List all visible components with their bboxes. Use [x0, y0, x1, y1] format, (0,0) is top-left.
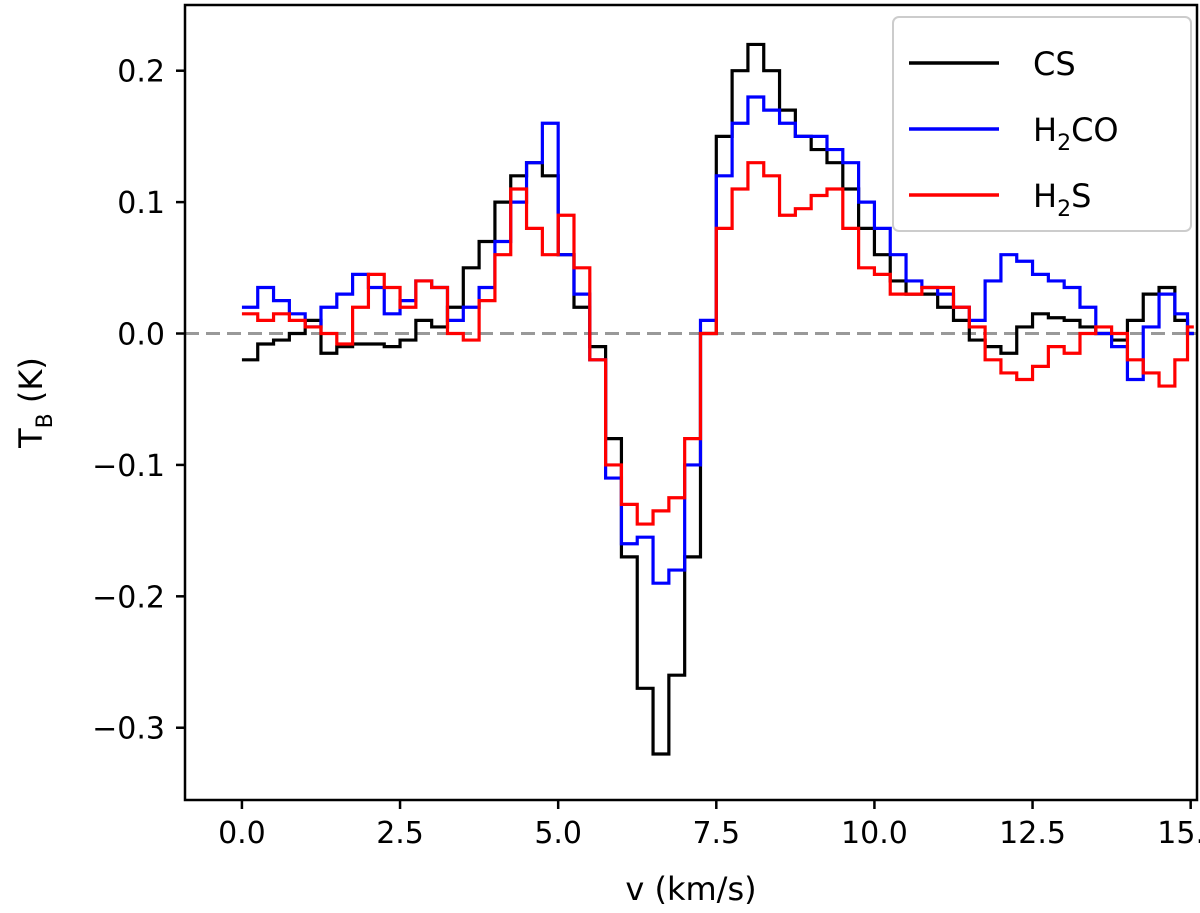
y-tick-label: 0.0 [117, 318, 165, 353]
x-tick-label: 2.5 [376, 816, 424, 851]
series-lines [185, 42, 1197, 756]
plot-frame [183, 3, 1199, 802]
legend-box [892, 16, 1192, 232]
legend-label-cs: CS [1033, 45, 1076, 83]
series-line-cs [241, 42, 1194, 756]
y-tick-label: −0.1 [92, 449, 165, 484]
y-tick-label: 0.1 [117, 186, 165, 221]
y-axis-label: TB (K) [12, 357, 58, 449]
y-tick-label: 0.2 [117, 55, 165, 90]
x-tick-label: 7.5 [692, 816, 740, 851]
x-tick-label: 12.5 [999, 816, 1066, 851]
legend-label-h2s: H2S [1033, 177, 1091, 222]
y-tick-label: −0.2 [92, 580, 165, 615]
x-tick-label: 10.0 [841, 816, 908, 851]
legend-label-h2co: H2CO [1033, 111, 1119, 156]
x-axis-label: v (km/s) [625, 870, 756, 908]
y-tick-label: −0.3 [92, 712, 165, 747]
x-tick-label: 5.0 [534, 816, 582, 851]
series-line-h2s [241, 161, 1194, 526]
legend: CS H2CO H2S [892, 16, 1192, 232]
axes: 0.0 2.5 5.0 7.5 10.0 12.5 15.0 0.2 0.1 0.0 −0.1 −0.… [12, 3, 1200, 908]
x-tick-label: 0.0 [218, 816, 266, 851]
x-tick-label: 15.0 [1157, 816, 1200, 851]
